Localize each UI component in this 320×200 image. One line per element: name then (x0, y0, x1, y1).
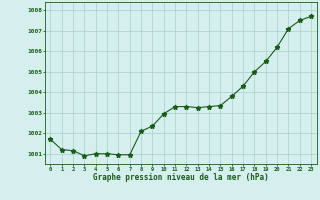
X-axis label: Graphe pression niveau de la mer (hPa): Graphe pression niveau de la mer (hPa) (93, 173, 269, 182)
